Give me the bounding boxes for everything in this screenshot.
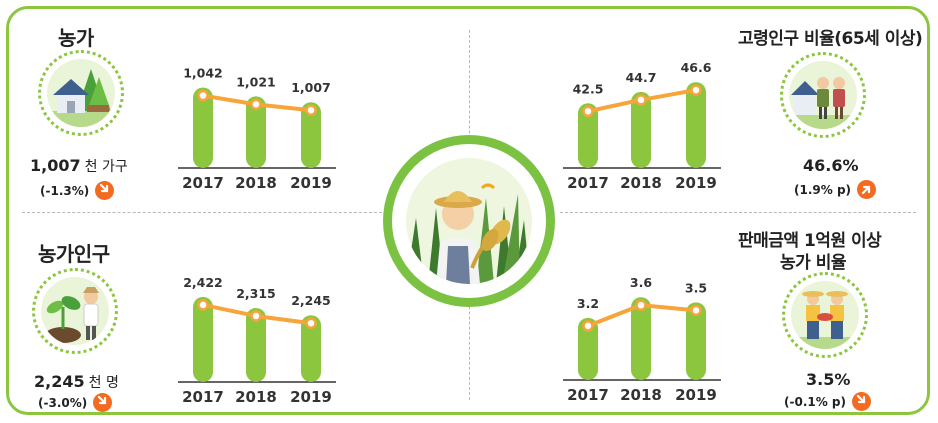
right-horizontal-divider	[560, 212, 916, 213]
x-tick-2019: 2019	[290, 174, 332, 192]
point-2019	[690, 84, 702, 96]
x-tick-2019: 2019	[675, 386, 717, 404]
farmers-with-produce-icon	[782, 272, 868, 358]
farmhouse-icon	[38, 50, 124, 136]
population-change: (-3.0%)	[38, 395, 88, 410]
data-label-2017: 42.5	[573, 81, 604, 96]
bar-2018	[246, 307, 266, 382]
population-change-line: (-3.0%)	[38, 393, 113, 412]
data-label-2019: 46.6	[681, 60, 712, 75]
bar-2018	[246, 96, 266, 168]
sales-value: 3.5%	[806, 370, 851, 389]
households-value-line: 1,007 천 가구	[30, 156, 128, 176]
bar-2018	[631, 91, 651, 168]
households-value: 1,007	[30, 156, 81, 175]
point-2019	[305, 104, 317, 116]
elderly-title: 고령인구 비율(65세 이상)	[738, 29, 923, 49]
x-tick-2017: 2017	[567, 386, 609, 404]
point-2019	[305, 317, 317, 329]
point-2018	[635, 94, 647, 106]
elderly-change: (1.9% p)	[794, 182, 852, 197]
x-tick-2018: 2018	[620, 174, 662, 192]
infographic-frame	[6, 6, 930, 415]
x-tick-2018: 2018	[620, 386, 662, 404]
elderly-chart: 42.5 44.7 46.6 2017 2018 2019	[555, 50, 725, 199]
x-tick-2019: 2019	[290, 388, 332, 406]
x-tick-2019: 2019	[675, 174, 717, 192]
point-2017	[197, 299, 209, 311]
bar-2017	[193, 87, 213, 168]
households-change-line: (-1.3%)	[40, 181, 115, 200]
data-label-2019: 1,007	[291, 80, 331, 95]
population-chart-svg: 2,422 2,315 2,245 2017 2018 2019	[178, 275, 336, 406]
sales-chart: 3.2 3.6 3.5 2017 2018 2019	[555, 262, 725, 411]
bar-2019	[686, 82, 706, 168]
down-arrow-icon	[95, 181, 115, 200]
farmer-with-rice-icon	[406, 158, 532, 284]
left-horizontal-divider	[22, 212, 382, 213]
sales-change-line: (-0.1% p)	[784, 392, 871, 411]
households-chart: 1,042 1,021 1,007 2017 2018 2019	[170, 50, 340, 199]
data-label-2019: 3.5	[685, 280, 707, 295]
sales-chart-svg: 3.2 3.6 3.5 2017 2018 2019	[563, 275, 721, 404]
point-2018	[250, 310, 262, 322]
x-tick-2017: 2017	[567, 174, 609, 192]
data-label-2018: 44.7	[626, 70, 657, 85]
households-chart-svg: 1,042 1,021 1,007 2017 2018 2019	[178, 66, 336, 192]
center-badge	[383, 135, 555, 307]
elderly-value: 46.6%	[803, 156, 859, 175]
data-label-2018: 1,021	[236, 74, 276, 89]
population-unit: 천 명	[88, 375, 119, 391]
elderly-change-line: (1.9% p)	[794, 180, 877, 199]
households-change: (-1.3%)	[40, 183, 90, 198]
bar-2018	[631, 297, 651, 380]
population-value-line: 2,245 천 명	[34, 372, 119, 392]
point-2017	[197, 89, 209, 102]
data-label-2017: 1,042	[183, 66, 223, 81]
households-title: 농가	[58, 26, 94, 50]
farmer-planting-icon	[32, 268, 118, 354]
down-arrow-icon	[93, 393, 113, 412]
data-label-2017: 2,422	[183, 275, 223, 290]
sales-title-line2: 농가 비율	[780, 253, 846, 273]
bar-2019	[301, 315, 321, 382]
data-label-2019: 2,245	[291, 293, 331, 308]
sales-change: (-0.1% p)	[784, 394, 846, 409]
data-label-2018: 3.6	[630, 275, 652, 290]
elderly-couple-icon	[780, 52, 866, 138]
point-2017	[582, 320, 594, 332]
population-title: 농가인구	[38, 242, 110, 266]
x-tick-2017: 2017	[182, 174, 224, 192]
bar-2019	[686, 302, 706, 380]
x-tick-2017: 2017	[182, 388, 224, 406]
sales-title-line1: 판매금액 1억원 이상	[738, 231, 882, 251]
elderly-chart-svg: 42.5 44.7 46.6 2017 2018 2019	[563, 60, 721, 192]
down-arrow-icon	[852, 392, 871, 411]
bar-2019	[301, 102, 321, 168]
households-unit: 천 가구	[84, 159, 128, 175]
data-label-2018: 2,315	[236, 286, 276, 301]
population-chart: 2,422 2,315 2,245 2017 2018 2019	[170, 264, 340, 413]
bar-2017	[193, 296, 213, 382]
point-2018	[635, 299, 647, 311]
up-arrow-icon	[857, 180, 877, 199]
point-2019	[690, 304, 702, 317]
point-2017	[582, 105, 594, 118]
data-label-2017: 3.2	[577, 296, 599, 311]
bar-2017	[578, 317, 598, 380]
x-tick-2018: 2018	[235, 388, 277, 406]
bar-2017	[578, 103, 598, 168]
point-2018	[250, 98, 262, 111]
x-tick-2018: 2018	[235, 174, 277, 192]
population-value: 2,245	[34, 372, 85, 391]
